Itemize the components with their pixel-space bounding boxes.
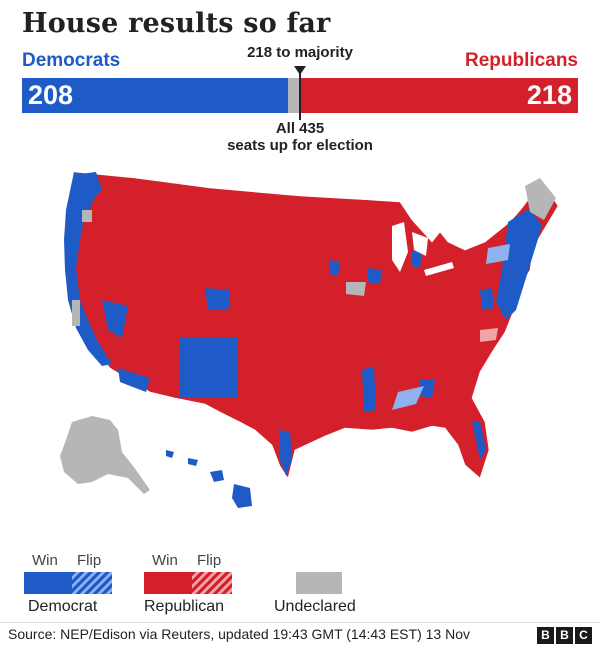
contiguous-us-shape [63,171,559,479]
georgia-democrat-region [420,380,435,398]
maine-undeclared-region [525,178,556,220]
florida-democrat-region [472,422,486,460]
legend-democrat-win-label: Win [32,552,58,569]
seats-note: All 435 seats up for election [227,120,373,154]
us-house-results-map [60,171,559,508]
legend-democrat-flip-swatch [72,572,112,594]
bbc-logo-letter: C [575,627,592,644]
legend-undeclared-label: Undeclared [274,598,356,615]
southwest-democrat-region [118,368,150,392]
seats-note-line1: All 435 [275,120,325,137]
source-note: Source: NEP/Edison via Reuters, updated … [8,626,470,642]
majority-marker-icon [294,66,306,75]
nevada-democrat-region [102,300,128,338]
legend-republican-flip-label: Flip [197,552,222,569]
legend-democrat-win-swatch [24,572,72,594]
texas-democrat-region [280,430,292,476]
footer: Source: NEP/Edison via Reuters, updated … [0,622,600,647]
legend-democrat-label: Democrat [28,598,98,615]
legend-republican-win-label: Win [152,552,178,569]
midwest-democrat-region-1 [330,260,340,276]
hawaii-island-3 [210,470,224,482]
lake-erie [424,262,454,276]
hawaii-island-2 [188,458,198,466]
undeclared-seats-segment [287,78,300,113]
hawaii-big-island [232,484,252,508]
republican-seat-count: 218 [526,80,572,110]
alabama-flip-region [392,386,424,410]
lake-huron [412,232,428,256]
lake-michigan [392,222,408,272]
seattle-democrat-region [80,172,102,200]
iowa-undeclared-region [346,282,366,296]
majority-label: 218 to majority [247,44,353,61]
alaska-shape [60,416,150,494]
california-undeclared-region [72,300,80,326]
democrat-seat-count: 208 [28,80,74,110]
legend-democrat-flip-label: Flip [77,552,102,569]
mississippi-democrat-region [362,366,376,412]
legend-republican-label: Republican [144,598,225,615]
new-mexico-democrat-region [180,338,238,398]
bbc-logo-letter: B [537,627,554,644]
midwest-democrat-region-2 [368,268,382,284]
legend-republican-flip-swatch [192,572,232,594]
virginia-flip-region [480,328,498,342]
majority-line [299,72,301,120]
seats-note-line2: seats up for election [227,137,373,154]
legend-republican-win-swatch [144,572,192,594]
oregon-undeclared-region [82,210,92,222]
northeast-democrat-region [496,208,542,320]
democrats-label: Democrats [22,50,121,71]
midwest-democrat-region-3 [412,252,422,268]
republican-seats-segment: 218 [299,78,578,113]
hawaii-island-1 [166,450,174,458]
bbc-logo: B B C [537,627,592,644]
bbc-logo-letter: B [556,627,573,644]
democrat-seats-segment: 208 [22,78,288,113]
legend: Win Flip Democrat Win Flip Republican Un… [20,552,420,616]
colorado-democrat-region [205,288,230,310]
mid-atlantic-democrat-region [480,288,494,310]
legend-undeclared-swatch [296,572,342,594]
page-title: House results so far [22,8,331,39]
ny-flip-region [486,244,510,264]
republicans-label: Republicans [465,50,578,71]
